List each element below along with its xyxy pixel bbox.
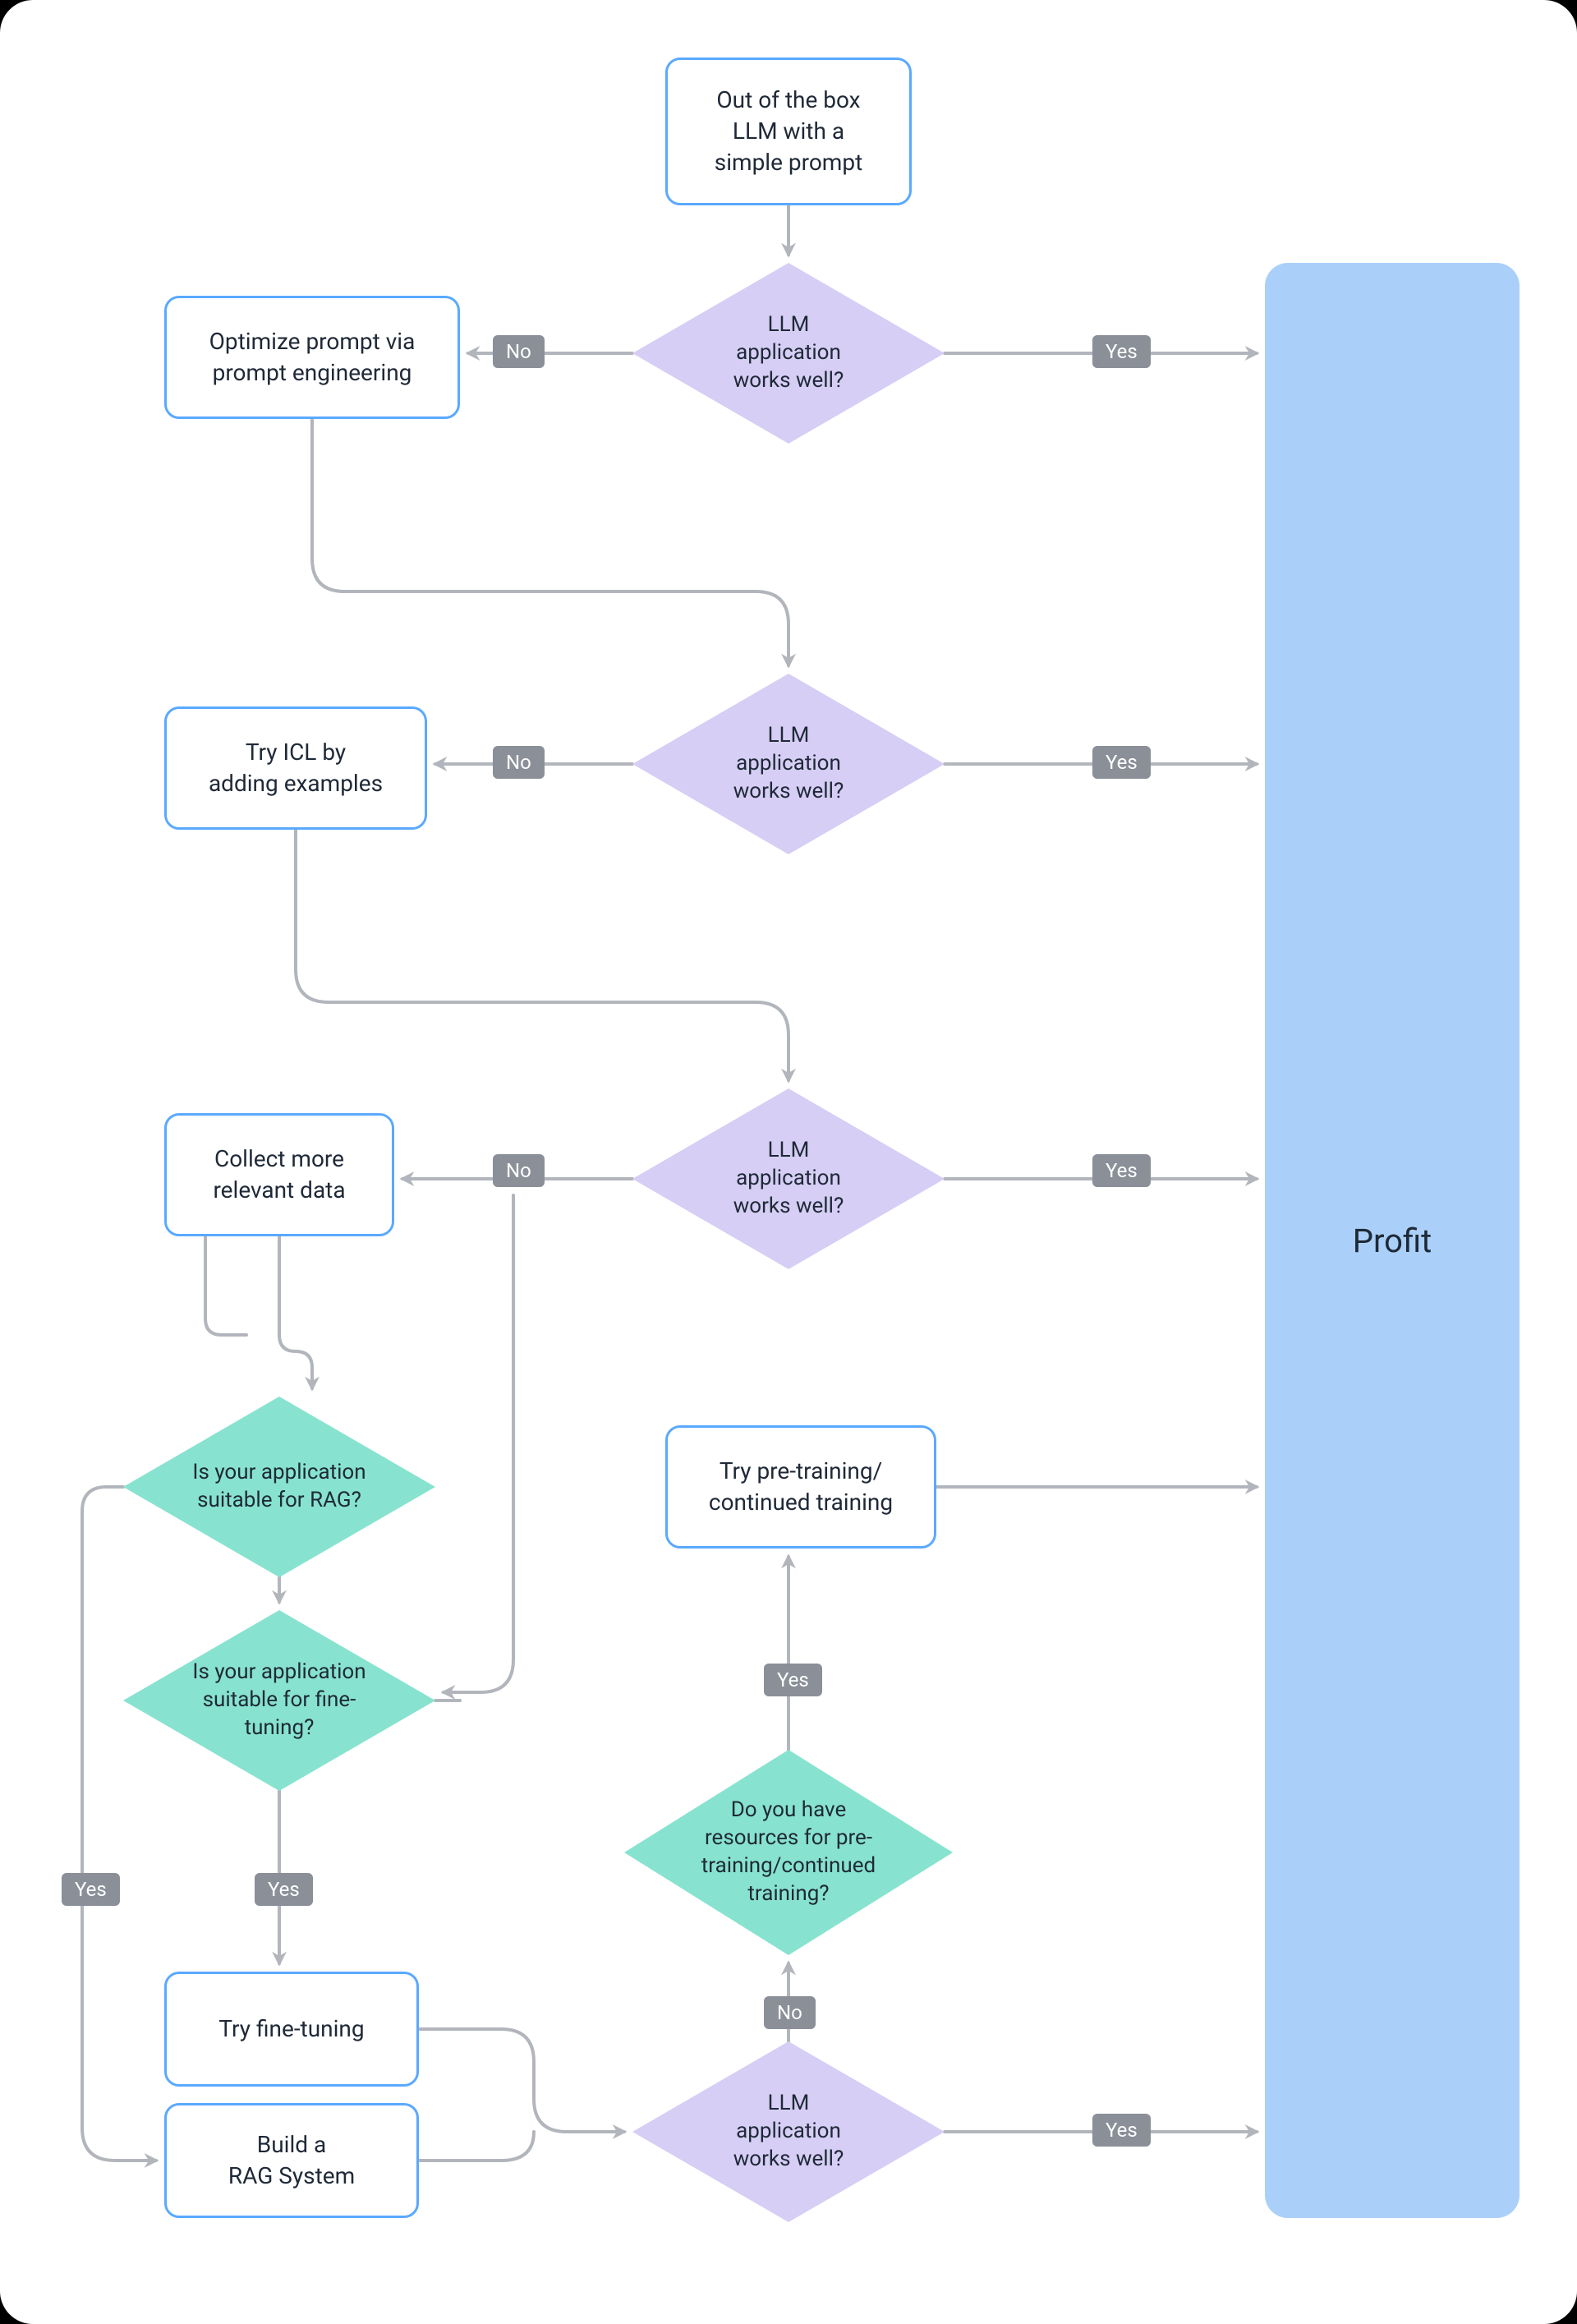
edge-label-l-d2-no: No bbox=[493, 746, 545, 779]
edge-label-l-res-yes: Yes bbox=[764, 1664, 822, 1696]
edge-label-text: Yes bbox=[268, 1878, 300, 1901]
node-label: Collect more relevant data bbox=[213, 1144, 345, 1206]
node-d1: LLM application works well? bbox=[632, 263, 945, 444]
edge-label-text: No bbox=[777, 2001, 802, 2024]
node-rag-q: Is your application suitable for RAG? bbox=[123, 1397, 435, 1577]
edge-e-opt-d2 bbox=[312, 419, 788, 665]
edge-e-ft-d4 bbox=[419, 2029, 624, 2132]
edge-label-l-d1-no: No bbox=[493, 335, 545, 368]
node-label: Is your application suitable for fine- t… bbox=[192, 1659, 366, 1742]
edge-label-l-d4-yes: Yes bbox=[1092, 2114, 1151, 2147]
node-ft-q: Is your application suitable for fine- t… bbox=[123, 1610, 435, 1791]
node-icl: Try ICL by adding examples bbox=[164, 706, 427, 830]
node-label: Optimize prompt via prompt engineering bbox=[209, 326, 416, 389]
edge-label-text: Yes bbox=[1106, 1159, 1138, 1182]
node-label: LLM application works well? bbox=[733, 1137, 844, 1220]
node-d2: LLM application works well? bbox=[632, 674, 945, 854]
node-label: LLM application works well? bbox=[733, 2090, 844, 2173]
edge-label-text: No bbox=[506, 340, 531, 363]
edge-e-collect-side bbox=[205, 1236, 246, 1335]
edge-e-icl-d3 bbox=[296, 830, 788, 1080]
node-opt-prompt: Optimize prompt via prompt engineering bbox=[164, 296, 460, 419]
edge-e-ragq-yes bbox=[82, 1487, 156, 2161]
edge-e-collect-ragq bbox=[279, 1236, 312, 1388]
node-label: Out of the box LLM with a simple prompt bbox=[715, 85, 862, 177]
node-label: Try pre-training/ continued training bbox=[709, 1456, 893, 1518]
edge-label-l-d2-yes: Yes bbox=[1092, 746, 1151, 779]
node-label: LLM application works well? bbox=[733, 311, 844, 394]
edge-label-l-res-no: No bbox=[764, 1996, 816, 2029]
node-label: Is your application suitable for RAG? bbox=[192, 1459, 366, 1515]
edge-e-rag-d4 bbox=[419, 2132, 534, 2161]
edge-label-l-d3-yes: Yes bbox=[1092, 1154, 1151, 1187]
node-res-q: Do you have resources for pre- training/… bbox=[624, 1750, 953, 1955]
edge-label-text: Yes bbox=[1106, 2119, 1138, 2142]
edge-label-text: Yes bbox=[75, 1878, 107, 1901]
edge-label-l-ft-yes: Yes bbox=[255, 1873, 313, 1906]
node-label: Try ICL by adding examples bbox=[209, 737, 383, 799]
node-try-ft: Try fine-tuning bbox=[164, 1972, 419, 2087]
node-d3: LLM application works well? bbox=[632, 1088, 945, 1269]
node-label: LLM application works well? bbox=[733, 722, 844, 805]
flowchart-canvas: Profit Out of the box LLM with a simple p… bbox=[0, 0, 1577, 2324]
edge-label-text: Yes bbox=[1106, 751, 1138, 774]
edge-label-l-d1-yes: Yes bbox=[1092, 335, 1151, 368]
node-pretrain: Try pre-training/ continued training bbox=[665, 1425, 936, 1549]
edge-label-l-rag-yes: Yes bbox=[62, 1873, 120, 1906]
edge-label-text: No bbox=[506, 1159, 531, 1182]
edge-label-text: Yes bbox=[777, 1668, 809, 1691]
node-d4: LLM application works well? bbox=[632, 2041, 945, 2222]
node-label: Build a RAG System bbox=[228, 2129, 355, 2192]
edge-label-text: No bbox=[506, 751, 531, 774]
node-build-rag: Build a RAG System bbox=[164, 2103, 419, 2218]
node-label: Try fine-tuning bbox=[218, 2013, 364, 2045]
profit-panel: Profit bbox=[1265, 263, 1520, 2218]
edge-e-no-branch-h bbox=[444, 1195, 513, 1692]
node-start: Out of the box LLM with a simple prompt bbox=[665, 58, 912, 205]
edge-label-l-d3-no: No bbox=[493, 1154, 545, 1187]
edge-label-text: Yes bbox=[1106, 340, 1138, 363]
profit-label: Profit bbox=[1353, 1222, 1432, 1260]
node-collect: Collect more relevant data bbox=[164, 1113, 394, 1236]
node-label: Do you have resources for pre- training/… bbox=[701, 1797, 876, 1908]
